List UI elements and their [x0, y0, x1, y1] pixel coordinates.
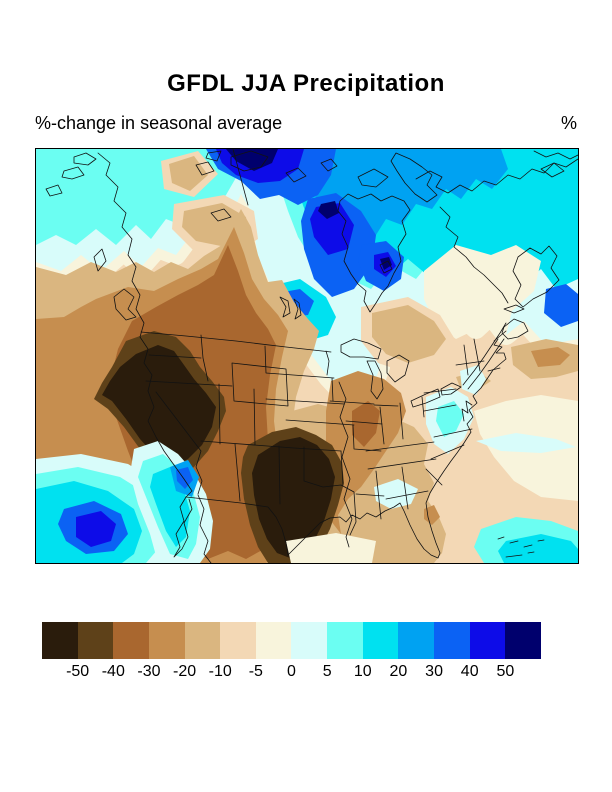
map-canvas — [36, 149, 578, 563]
page-title: GFDL JJA Precipitation — [167, 70, 445, 97]
colorbar-cell — [77, 622, 114, 659]
colorbar-tick-label: -40 — [101, 663, 125, 680]
colorbar-tick-label: 40 — [460, 663, 479, 680]
colorbar-tick-label: 30 — [425, 663, 443, 680]
colorbar-cell — [291, 622, 328, 659]
contour-fill-layer — [36, 149, 578, 563]
colorbar — [42, 622, 541, 659]
colorbar-cell — [362, 622, 399, 659]
colorbar-cells — [42, 622, 541, 659]
colorbar-cell — [469, 622, 506, 659]
unit-label: % — [560, 113, 577, 133]
colorbar-ticks: -50 -40 -30 -20 -10 -5 0 5 10 20 30 40 50 — [42, 663, 541, 683]
precipitation-map — [35, 148, 579, 564]
geography-layer — [45, 149, 578, 563]
colorbar-cell — [220, 622, 256, 659]
colorbar-tick-label: -20 — [173, 663, 197, 680]
colorbar-tick-label: 50 — [496, 663, 515, 680]
colorbar-cell — [148, 622, 185, 659]
colorbar-tick-label: 0 — [287, 663, 296, 680]
colorbar-cell — [327, 622, 363, 659]
colorbar-cell — [505, 622, 541, 659]
map-subtitle: %-change in seasonal average — [35, 113, 283, 133]
colorbar-tick-label: 10 — [353, 663, 372, 680]
colorbar-cell — [434, 622, 470, 659]
colorbar-tick-label: 20 — [389, 663, 408, 680]
colorbar-cell — [184, 622, 221, 659]
colorbar-tick-label: -10 — [208, 663, 232, 680]
colorbar-tick-label: -30 — [137, 663, 161, 680]
colorbar-tick-label: 5 — [322, 663, 332, 680]
colorbar-cell — [398, 622, 435, 659]
colorbar-cell — [113, 622, 149, 659]
subtitle-row: %-change in seasonal average % — [35, 113, 577, 137]
colorbar-cell — [42, 622, 78, 659]
colorbar-tick-label: -50 — [66, 663, 90, 680]
colorbar-tick-label: -5 — [248, 663, 263, 680]
colorbar-cell — [255, 622, 292, 659]
